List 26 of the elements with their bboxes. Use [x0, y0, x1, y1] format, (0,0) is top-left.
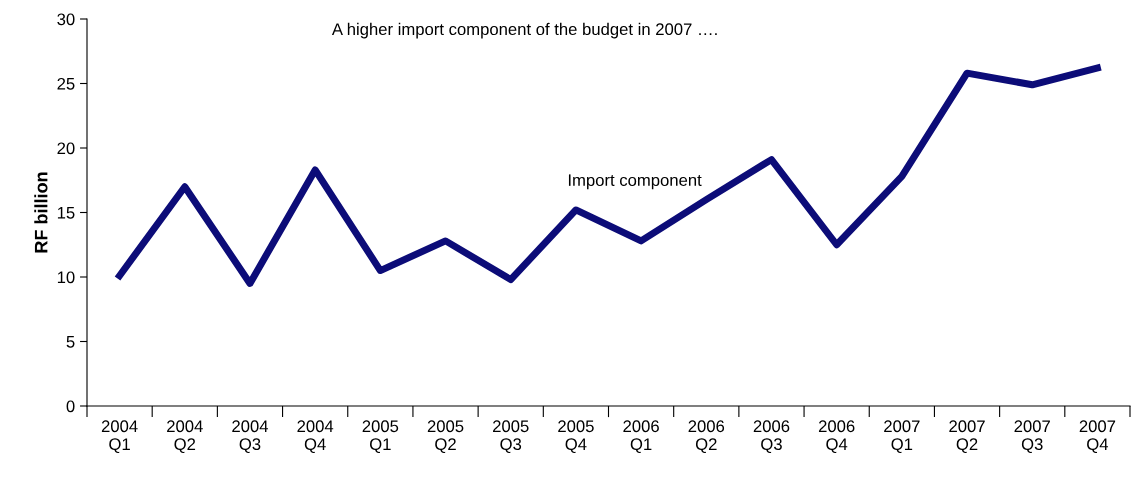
y-tick-label: 10 — [57, 271, 75, 284]
y-tick-label: 15 — [57, 207, 75, 219]
y-tick-label: 30 — [57, 13, 75, 26]
x-tick-label: 2004 Q1 — [101, 420, 138, 454]
x-tick-label: 2005 Q2 — [427, 420, 464, 454]
x-tick-label: 2005 Q4 — [558, 420, 594, 454]
x-tick-label: 2004 Q2 — [167, 420, 203, 454]
y-tick-label: 0 — [66, 400, 75, 413]
x-tick-label: 2007 Q1 — [884, 420, 920, 454]
series-label: Import component — [568, 174, 702, 190]
chart-title: A higher import component of the budget in 2007 …. — [331, 22, 717, 39]
x-tick-label: 2006 Q1 — [623, 420, 659, 454]
x-tick-label: 2004 Q3 — [232, 420, 269, 454]
y-axis-title: RF billion — [34, 172, 48, 253]
x-tick-label: 2004 Q4 — [297, 420, 334, 454]
y-tick-label: 25 — [57, 77, 75, 90]
x-tick-label: 2007 Q2 — [949, 420, 985, 454]
x-tick-label: 2005 Q3 — [493, 420, 529, 454]
y-tick-label: 5 — [66, 336, 75, 348]
x-tick-label: 2006 Q4 — [818, 420, 855, 454]
y-tick-label: 20 — [57, 142, 75, 155]
x-tick-label: 2007 Q3 — [1014, 420, 1050, 454]
x-tick-label: 2005 Q1 — [362, 420, 399, 454]
x-tick-label: 2006 Q2 — [688, 420, 725, 454]
x-tick-label: 2006 Q3 — [753, 420, 790, 454]
x-tick-label: 2007 Q4 — [1079, 420, 1116, 454]
